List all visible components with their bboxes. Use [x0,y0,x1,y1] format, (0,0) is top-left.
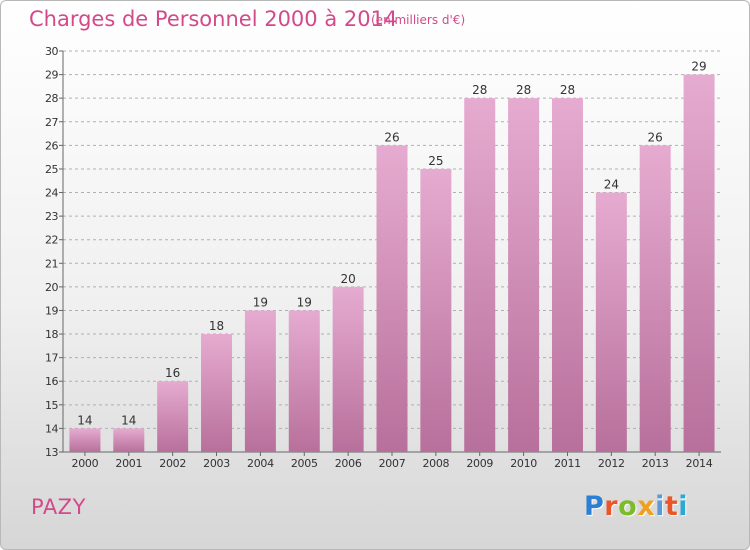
data-label: 28 [516,83,531,97]
y-tick-label: 13 [45,446,58,459]
bar [420,168,452,453]
data-label: 14 [121,413,136,427]
logo-letter: r [604,491,619,522]
data-label: 20 [340,272,355,286]
x-tick-label: 2000 [72,457,99,470]
chart-subtitle: (en milliers d'€) [371,13,466,27]
y-tick-label: 22 [45,234,58,247]
bar [201,334,233,452]
commune-name: PAZY [31,495,86,519]
logo-letter: i [655,491,665,522]
y-tick-label: 15 [45,399,58,412]
y-tick-label: 23 [45,210,58,223]
y-tick-label: 16 [45,375,58,388]
bar [464,98,496,453]
y-tick-label: 29 [45,69,58,82]
bar [376,145,408,452]
data-label: 25 [428,154,443,168]
x-tick-label: 2008 [422,457,449,470]
data-label: 28 [560,83,575,97]
bar [244,310,276,452]
y-tick-label: 21 [45,257,58,270]
bar [332,286,364,452]
x-tick-label: 2010 [510,457,537,470]
chart-title: Charges de Personnel 2000 à 2014 [29,7,398,31]
y-tick-label: 18 [45,328,58,341]
y-tick-label: 28 [45,92,58,105]
x-tick-label: 2014 [686,457,713,470]
bar [113,428,145,452]
data-label: 19 [297,295,312,309]
y-tick-label: 24 [45,187,58,200]
data-label: 28 [472,83,487,97]
bar [157,381,189,452]
data-label: 18 [209,319,224,333]
logo-letter: o [618,491,638,522]
bar [639,145,671,452]
data-label: 24 [604,178,619,192]
y-tick-label: 14 [45,422,58,435]
logo-letter: t [664,491,679,522]
y-tick-label: 19 [45,304,58,317]
logo-letter: x [637,491,656,522]
data-label: 26 [384,130,399,144]
bar [69,428,101,452]
bar [551,98,583,453]
x-tick-label: 2006 [335,457,362,470]
y-tick-label: 20 [45,281,58,294]
x-tick-label: 2004 [247,457,274,470]
y-tick-label: 27 [45,116,58,129]
data-label: 16 [165,366,180,380]
x-tick-label: 2012 [598,457,625,470]
proxiti-logo: Proxiti [584,491,688,522]
y-tick-label: 30 [45,45,58,58]
data-label: 29 [691,60,706,74]
x-tick-label: 2013 [642,457,669,470]
data-label: 26 [648,130,663,144]
data-label: 14 [77,413,92,427]
logo-letter: i [678,491,689,522]
bar [288,310,320,452]
x-tick-label: 2007 [379,457,406,470]
x-tick-label: 2011 [554,457,581,470]
y-tick-label: 17 [45,352,58,365]
x-tick-label: 2003 [203,457,230,470]
x-tick-label: 2005 [291,457,318,470]
bar [683,74,715,453]
data-label: 19 [253,295,268,309]
y-tick-label: 26 [45,139,58,152]
x-tick-label: 2009 [466,457,493,470]
x-tick-label: 2002 [159,457,186,470]
bar [508,98,540,453]
x-tick-label: 2001 [115,457,142,470]
bar [595,192,627,452]
y-tick-label: 25 [45,163,58,176]
logo-letter: P [584,491,605,522]
